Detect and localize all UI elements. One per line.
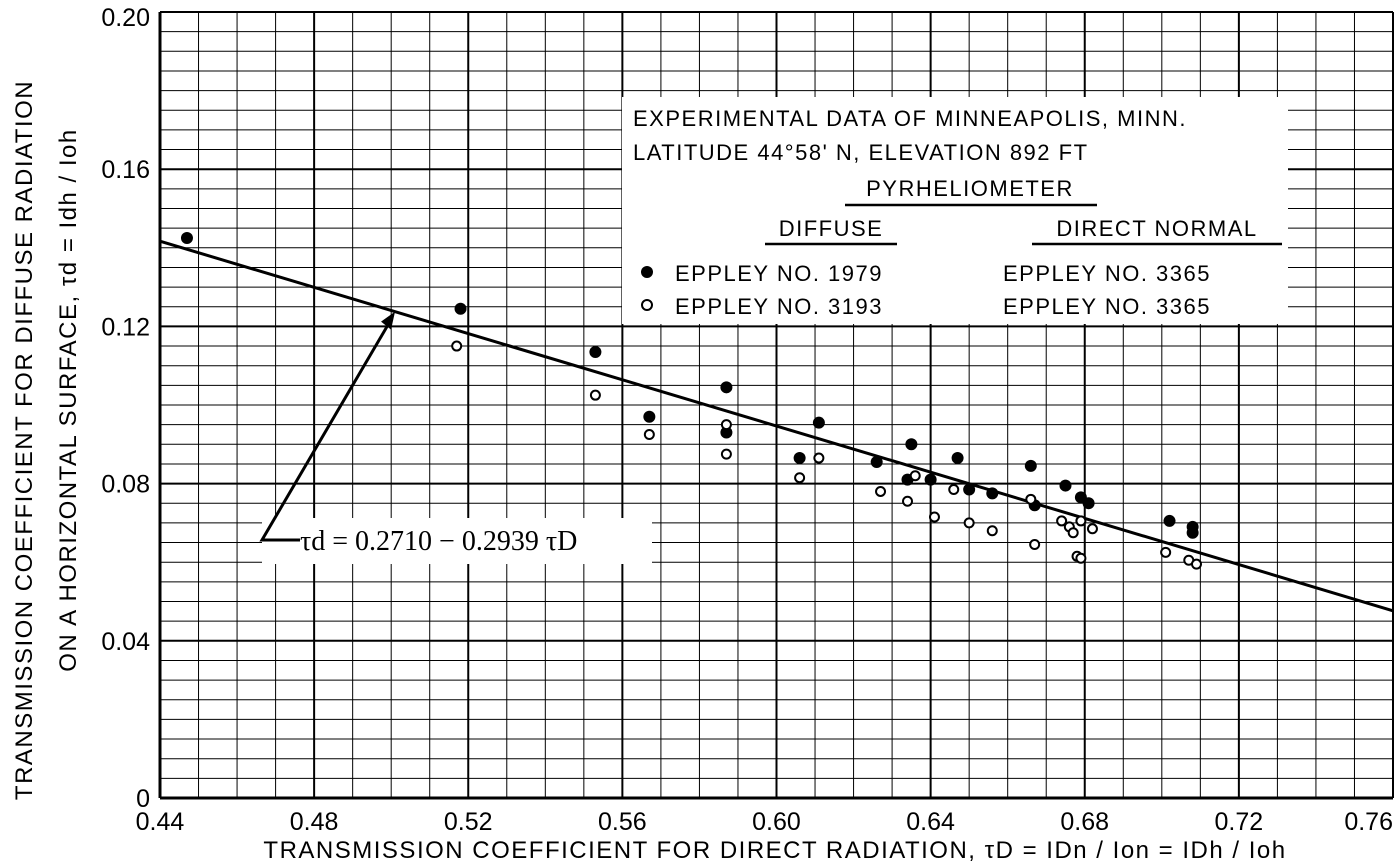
pointer-arrowhead <box>381 311 396 330</box>
data-point-open <box>986 525 998 537</box>
legend-row1-direct: EPPLEY NO. 3365 <box>1003 261 1211 286</box>
legend-title-line1: EXPERIMENTAL DATA OF MINNEAPOLIS, MINN. <box>633 106 1187 131</box>
data-point-open <box>1190 558 1202 570</box>
x-tick-label: 0.60 <box>752 808 801 836</box>
axes <box>158 12 1393 800</box>
data-point-filled <box>720 426 733 439</box>
y-axis-label-line1: TRANSMISSION COEFFICIENT FOR DIFFUSE RAD… <box>11 80 38 800</box>
regression-equation-label: τd = 0.2710 − 0.2939 τD <box>300 526 577 557</box>
legend-col-diffuse: DIFFUSE <box>779 216 884 241</box>
x-tick-label: 0.64 <box>906 808 955 836</box>
data-point-open <box>813 452 825 464</box>
data-point-open <box>1075 515 1087 527</box>
y-axis-label-line2: ON A HORIZONTAL SURFACE, τd = Idh / Ioh <box>55 128 82 671</box>
data-point-filled <box>1186 526 1199 539</box>
data-point-open <box>1075 552 1087 564</box>
data-point-open <box>963 517 975 529</box>
x-tick-label: 0.44 <box>136 808 185 836</box>
data-point-open <box>720 419 732 431</box>
legend: EXPERIMENTAL DATA OF MINNEAPOLIS, MINN. … <box>622 97 1288 324</box>
data-point-filled <box>924 473 937 486</box>
y-tick-label: 0.08 <box>101 471 150 499</box>
data-point-open <box>451 340 463 352</box>
data-points <box>180 231 1202 570</box>
equation-background <box>262 518 652 564</box>
pointer-arrow-line <box>259 318 393 542</box>
data-point-open <box>909 470 921 482</box>
grid <box>159 11 1394 799</box>
data-point-open <box>643 428 655 440</box>
data-point-filled <box>454 302 467 315</box>
data-point-filled <box>1082 497 1095 510</box>
data-point-open <box>589 389 601 401</box>
legend-box <box>622 97 1288 324</box>
x-tick-label: 0.76 <box>1344 808 1393 836</box>
data-point-open <box>1056 515 1068 527</box>
legend-group-header: PYRHELIOMETER <box>866 176 1074 201</box>
data-point-open <box>928 511 940 523</box>
legend-title-line2: LATITUDE 44°58' N, ELEVATION 892 FT <box>633 140 1089 165</box>
data-point-open <box>902 495 914 507</box>
x-tick-label: 0.56 <box>598 808 647 836</box>
data-point-filled <box>720 381 733 394</box>
data-point-open <box>1160 546 1172 558</box>
data-point-filled <box>643 410 656 423</box>
data-point-open <box>1025 493 1037 505</box>
data-point-filled <box>905 438 918 451</box>
legend-marker-open <box>641 299 653 311</box>
regression-annotation: τd = 0.2710 − 0.2939 τD <box>259 311 652 564</box>
data-point-filled <box>1059 479 1072 492</box>
data-point-filled <box>180 231 193 244</box>
data-point-open <box>948 483 960 495</box>
data-point-open <box>1029 539 1041 551</box>
regression-line-group <box>160 239 1393 613</box>
x-tick-label: 0.48 <box>290 808 339 836</box>
y-tick-label: 0.04 <box>101 628 150 656</box>
legend-row1-diffuse: EPPLEY NO. 1979 <box>675 261 883 286</box>
y-tick-label: 0.12 <box>101 313 150 341</box>
data-point-filled <box>870 455 883 468</box>
data-point-open <box>875 485 887 497</box>
data-point-filled <box>589 345 602 358</box>
data-point-open <box>1086 523 1098 535</box>
x-tick-label: 0.52 <box>444 808 493 836</box>
x-tick-label: 0.68 <box>1060 808 1109 836</box>
legend-row2-diffuse: EPPLEY NO. 3193 <box>675 294 883 319</box>
x-tick-labels: 0.44 0.48 0.52 0.56 0.60 0.64 0.68 0.72 0.76 <box>136 808 1393 836</box>
legend-marker-filled <box>641 266 653 278</box>
x-tick-label: 0.72 <box>1215 808 1264 836</box>
data-point-open <box>720 448 732 460</box>
legend-row2-direct: EPPLEY NO. 3365 <box>1003 294 1211 319</box>
data-point-filled <box>1024 459 1037 472</box>
data-point-open <box>794 472 806 484</box>
y-tick-label: 0 <box>136 785 150 813</box>
y-tick-labels: 0 0.04 0.08 0.12 0.16 0.20 <box>101 4 150 813</box>
data-point-open <box>1067 527 1079 539</box>
y-tick-label: 0.20 <box>101 4 150 32</box>
x-axis-label: TRANSMISSION COEFFICIENT FOR DIRECT RADI… <box>263 837 1286 864</box>
data-point-filled <box>812 416 825 429</box>
data-point-filled <box>793 452 806 465</box>
data-point-filled <box>963 483 976 496</box>
legend-col-direct: DIRECT NORMAL <box>1056 216 1257 241</box>
regression-line <box>160 239 1393 613</box>
data-point-filled <box>986 487 999 500</box>
y-tick-label: 0.16 <box>101 156 150 184</box>
data-point-filled <box>1163 514 1176 527</box>
data-point-filled <box>951 452 964 465</box>
